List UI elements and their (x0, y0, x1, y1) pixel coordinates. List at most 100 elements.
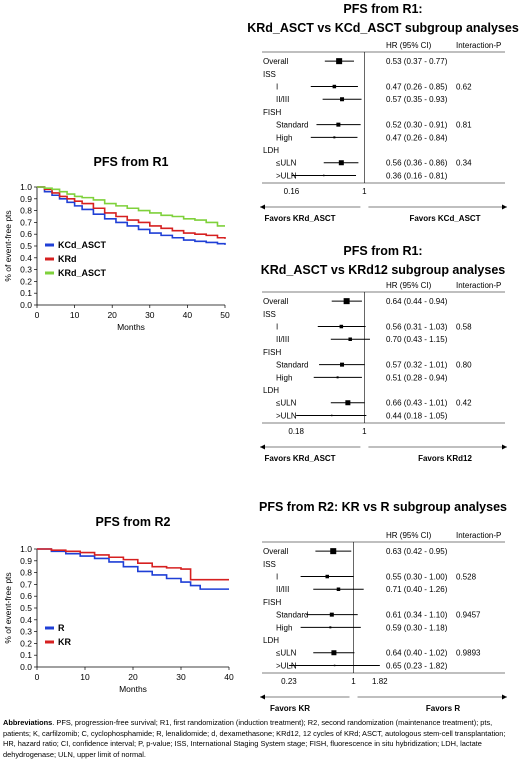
column-header-hr: HR (95% CI) (386, 41, 432, 50)
favors-left-arrowhead (260, 694, 265, 700)
forest-tick-label: 0.23 (281, 677, 297, 686)
hr-marker (338, 160, 344, 166)
interaction-p-value: 0.9893 (456, 649, 481, 658)
row-label: High (276, 373, 292, 382)
x-axis-label: Months (119, 684, 147, 694)
forest-tick-label: 1 (362, 187, 367, 196)
y-tick-label: 0.3 (20, 265, 32, 275)
column-header-hr: HR (95% CI) (386, 281, 432, 290)
row-label: I (276, 573, 278, 582)
favors-right-arrowhead (502, 444, 507, 450)
y-tick-label: 0.8 (20, 568, 32, 578)
hr-value: 0.56 (0.31 - 1.03) (386, 323, 448, 332)
series-line-r (37, 548, 229, 590)
hr-marker (343, 298, 350, 305)
hr-marker (340, 362, 345, 367)
abbreviations-text: . PFS, progression-free survival; R1, fi… (3, 718, 506, 759)
interaction-p-value: 0.34 (456, 159, 472, 168)
hr-value: 0.66 (0.43 - 1.01) (386, 399, 448, 408)
hr-marker (336, 58, 343, 65)
favors-right-arrowhead (502, 204, 507, 210)
row-label: Standard (276, 611, 308, 620)
y-tick-label: 0.5 (20, 241, 32, 251)
subgroup-header: ISS (263, 560, 276, 569)
y-tick-label: 0.4 (20, 615, 32, 625)
column-header-hr: HR (95% CI) (386, 531, 432, 540)
forest-plot: PFS from R1: KRd_ASCT vs KRd12 subgroup a… (260, 244, 507, 463)
hr-marker (333, 664, 336, 667)
y-tick-label: 0.2 (20, 638, 32, 648)
hr-value: 0.64 (0.44 - 0.94) (386, 297, 448, 306)
chart-title: PFS from R2 (95, 515, 170, 529)
series-line-krd (37, 186, 226, 239)
hr-value: 0.70 (0.43 - 1.15) (386, 335, 448, 344)
hr-value: 0.47 (0.26 - 0.84) (386, 133, 448, 142)
column-header-interaction-p: Interaction-P (456, 281, 501, 290)
row-label: Overall (263, 547, 289, 556)
hr-value: 0.57 (0.32 - 1.01) (386, 361, 448, 370)
row-label: High (276, 623, 292, 632)
hr-value: 0.64 (0.40 - 1.02) (386, 649, 448, 658)
y-tick-label: 1.0 (20, 182, 32, 192)
y-tick-label: 0.0 (20, 300, 32, 310)
row-label: Overall (263, 57, 289, 66)
legend-label: KRd_ASCT (58, 268, 107, 278)
series-line-kcd-asct (37, 186, 226, 245)
row-label: >ULN (276, 411, 297, 420)
subgroup-header: ISS (263, 70, 276, 79)
interaction-p-value: 0.62 (456, 83, 472, 92)
legend-label: KR (58, 637, 71, 647)
y-tick-label: 0.6 (20, 591, 32, 601)
interaction-p-value: 0.528 (456, 573, 477, 582)
hr-value: 0.51 (0.28 - 0.94) (386, 373, 448, 382)
hr-marker (322, 174, 325, 177)
km-chart: PFS from R1 0.0 0.1 0.20.3 0.4 0.5 0.6 0.70.8 0.… (3, 155, 230, 332)
hr-value: 0.63 (0.42 - 0.95) (386, 547, 448, 556)
y-axis-label: % of event-free pts (3, 572, 13, 643)
row-label: ≤ULN (276, 159, 297, 168)
subgroup-header: ISS (263, 310, 276, 319)
favors-left-label: Favors KR (270, 704, 310, 713)
hr-marker (336, 376, 339, 379)
hr-value: 0.71 (0.40 - 1.26) (386, 585, 448, 594)
x-tick-label: 20 (107, 310, 117, 320)
x-tick-label: 50 (220, 310, 230, 320)
x-tick-label: 10 (70, 310, 80, 320)
forest-plot: PFS from R2: KR vs R subgroup analyses HR… (259, 500, 507, 713)
x-tick-label: 40 (183, 310, 193, 320)
row-label: II/III (276, 585, 289, 594)
hr-value: 0.55 (0.30 - 1.00) (386, 573, 448, 582)
hr-value: 0.36 (0.16 - 0.81) (386, 171, 448, 180)
hr-marker (345, 400, 351, 406)
series-line-krd-asct (37, 186, 225, 227)
hr-marker (325, 574, 330, 579)
hr-value: 0.44 (0.18 - 1.05) (386, 411, 448, 420)
km-chart: PFS from R2 0.0 0.1 0.20.3 0.4 0.5 0.6 0.70.8 0.… (3, 515, 234, 694)
subgroup-header: LDH (263, 636, 279, 645)
subgroup-header: FISH (263, 598, 281, 607)
forest-title-line1: PFS from R2: KR vs R subgroup analyses (259, 500, 507, 514)
hr-marker (332, 84, 337, 89)
y-axis-label: % of event-free pts (3, 210, 13, 281)
favors-left-label: Favors KRd_ASCT (264, 454, 335, 463)
forest-title-line1: PFS from R1: (343, 2, 422, 16)
forest-tick-label: 0.16 (284, 187, 300, 196)
favors-right-label: Favors R (426, 704, 460, 713)
favors-right-label: Favors KCd_ASCT (409, 214, 480, 223)
favors-left-arrowhead (260, 444, 265, 450)
legend-label: KRd (58, 254, 77, 264)
row-label: II/III (276, 95, 289, 104)
x-tick-label: 10 (80, 672, 90, 682)
row-label: I (276, 83, 278, 92)
hr-marker (336, 122, 341, 127)
hr-marker (331, 650, 337, 656)
forest-tick-label: 0.18 (288, 427, 304, 436)
hr-marker (340, 97, 345, 102)
y-tick-label: 0.1 (20, 650, 32, 660)
hr-marker (348, 337, 352, 341)
legend-label: KCd_ASCT (58, 240, 107, 250)
y-tick-label: 0.9 (20, 194, 32, 204)
interaction-p-value: 0.80 (456, 361, 472, 370)
column-header-interaction-p: Interaction-P (456, 531, 501, 540)
favors-left-label: Favors KRd_ASCT (264, 214, 335, 223)
